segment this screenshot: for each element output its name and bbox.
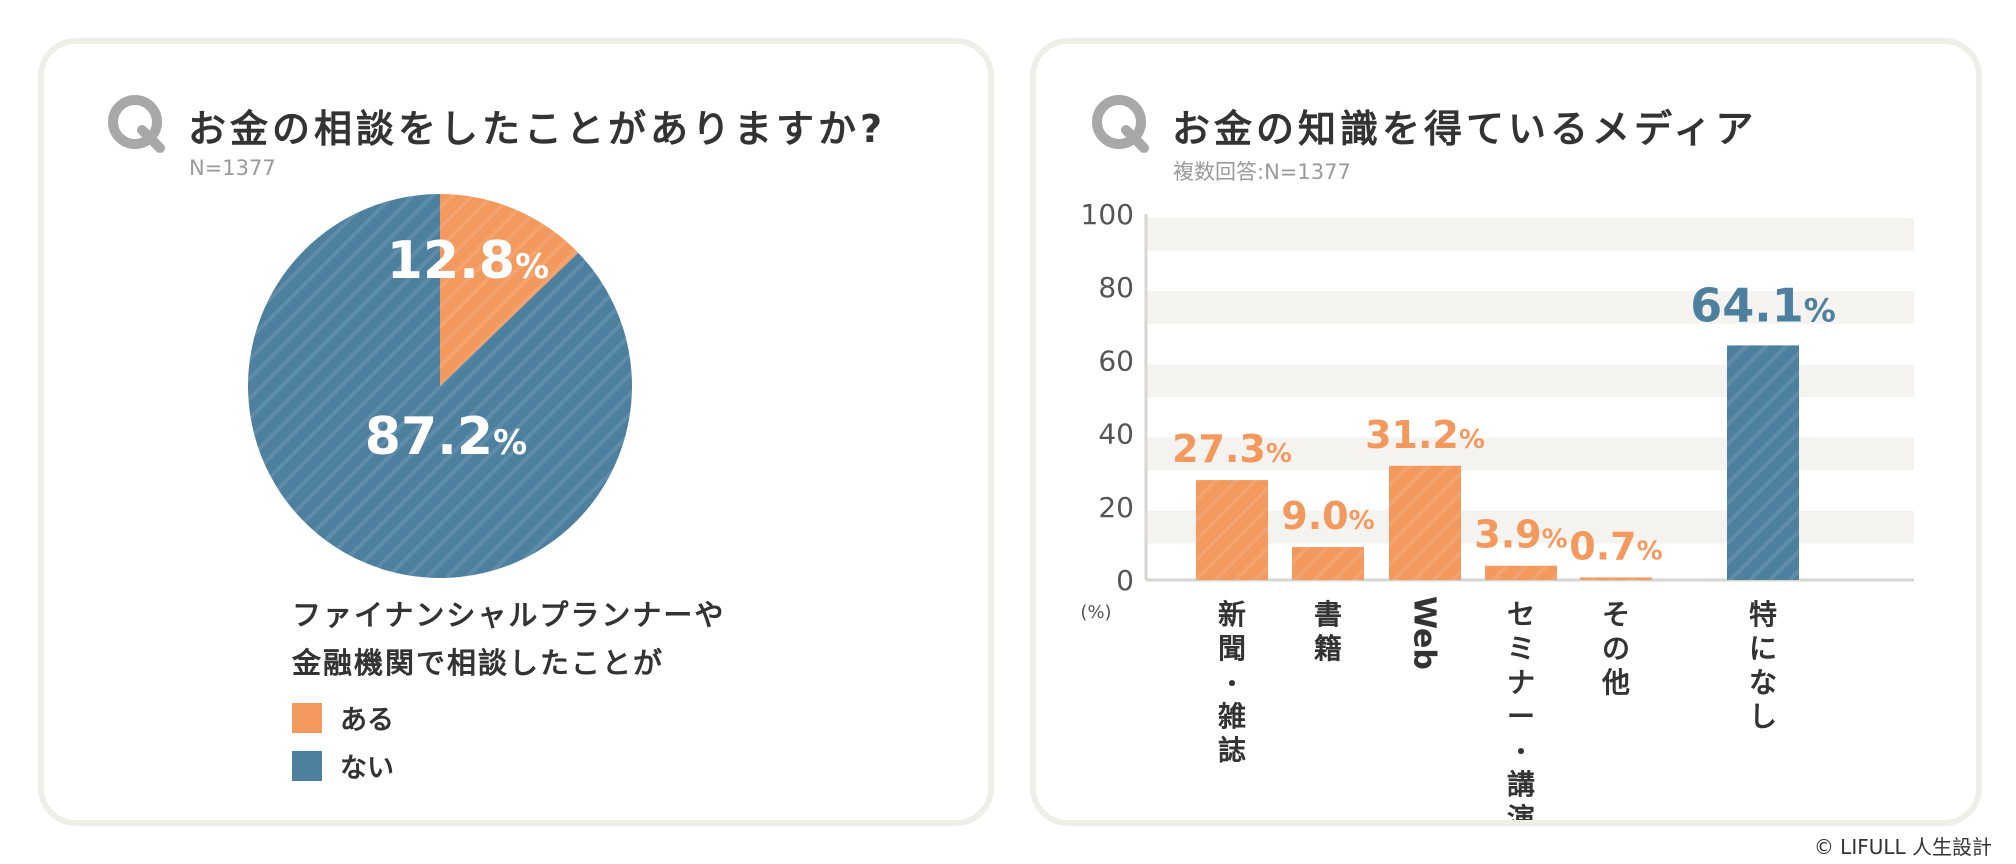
svg-text:ナ: ナ xyxy=(1507,666,1535,699)
question-q-icon xyxy=(108,95,165,153)
y-tick-label: 60 xyxy=(1098,344,1134,377)
svg-text:誌: 誌 xyxy=(1218,734,1246,767)
bar-chart: 020406080100(%)27.3%新聞・雑誌9.0%書籍31.2%Web3… xyxy=(1080,198,1914,820)
svg-text:な: な xyxy=(1749,666,1777,699)
svg-text:書: 書 xyxy=(1314,598,1342,631)
bar-value-label-3: 3.9% xyxy=(1474,513,1567,557)
svg-text:特: 特 xyxy=(1749,598,1777,631)
svg-text:そ: そ xyxy=(1602,598,1630,631)
category-label-2: Web xyxy=(1407,596,1442,670)
y-tick-label: 100 xyxy=(1081,198,1134,231)
category-label-1: 書籍 xyxy=(1314,598,1342,665)
bar-value-label-1: 9.0% xyxy=(1281,494,1374,538)
bar-value-label-5: 64.1% xyxy=(1690,278,1836,332)
y-tick-label: 20 xyxy=(1098,491,1134,524)
copyright: © LIFULL 人生設計 xyxy=(1813,835,1992,859)
svg-text:・: ・ xyxy=(1509,738,1533,766)
bar-chart-title: お金の知識を得ているメディア xyxy=(1172,107,1758,151)
svg-text:ー: ー xyxy=(1507,700,1535,733)
svg-text:演: 演 xyxy=(1507,802,1535,820)
y-tick-label: 40 xyxy=(1098,418,1134,451)
svg-text:雑: 雑 xyxy=(1217,700,1246,733)
bar-chart-card: お金の知識を得ているメディア 複数回答:N=1377 0 20 40 60 80 100 (… xyxy=(1030,38,1982,826)
legend-heading-line2: 金融機関で相談したことが xyxy=(292,646,665,680)
pie-chart-title: お金の相談をしたことがありますか? xyxy=(188,107,887,151)
legend-swatch-no xyxy=(292,751,322,781)
svg-text:新: 新 xyxy=(1218,598,1246,631)
svg-text:に: に xyxy=(1749,632,1777,665)
y-tick-label: 80 xyxy=(1098,271,1134,304)
bar-value-label-4: 0.7% xyxy=(1569,524,1662,568)
legend-heading-line1: ファイナンシャルプランナーや xyxy=(292,598,726,632)
y-tick-label: 0 xyxy=(1116,564,1134,597)
svg-text:セ: セ xyxy=(1507,598,1535,631)
bar-chart-subtitle: 複数回答:N=1377 xyxy=(1173,160,1351,184)
bar-value-label-0: 27.3% xyxy=(1172,427,1292,471)
pie-chart: 12.8% 87.2% xyxy=(248,194,633,578)
legend-swatch-yes xyxy=(292,703,322,733)
svg-text:聞: 聞 xyxy=(1218,632,1246,665)
svg-text:ミ: ミ xyxy=(1507,632,1535,665)
svg-text:・: ・ xyxy=(1220,670,1244,698)
svg-text:講: 講 xyxy=(1507,768,1535,801)
category-label-0: 新聞・雑誌 xyxy=(1217,598,1246,767)
category-label-4: その他 xyxy=(1601,598,1630,699)
legend-label-yes: ある xyxy=(340,705,394,736)
svg-text:籍: 籍 xyxy=(1314,632,1342,665)
pie-chart-sample-size: N=1377 xyxy=(189,156,276,180)
svg-text:他: 他 xyxy=(1601,666,1630,699)
bar-value-label-2: 31.2% xyxy=(1365,413,1485,457)
pie-label-yes: 12.8% xyxy=(387,231,549,291)
question-q-icon xyxy=(1092,95,1149,153)
svg-text:の: の xyxy=(1602,632,1630,665)
svg-text:し: し xyxy=(1749,700,1777,733)
grid-band xyxy=(1146,291,1914,324)
pie-label-no: 87.2% xyxy=(365,407,527,467)
pie-chart-card: お金の相談をしたことがありますか? N=1377 12.8% 87.2% ファイナ… xyxy=(38,38,994,826)
grid-band xyxy=(1146,218,1914,251)
y-unit-label: (%) xyxy=(1080,602,1111,623)
legend-label-no: ない xyxy=(340,753,394,784)
